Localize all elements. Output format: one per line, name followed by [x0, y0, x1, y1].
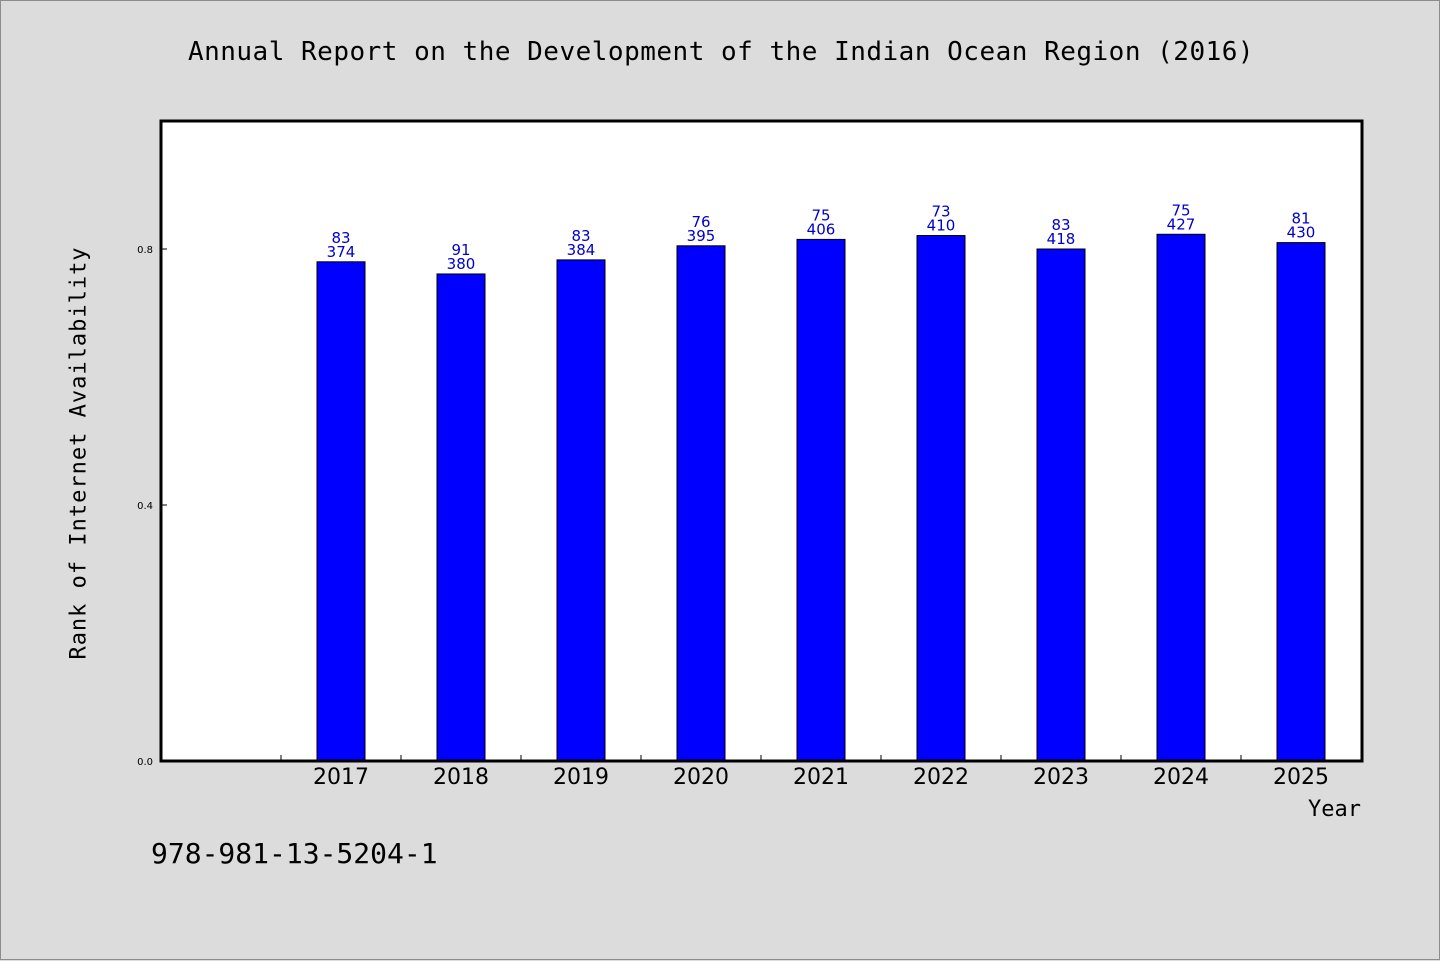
bar-label-top-2023: 83 — [1051, 216, 1070, 234]
bar-2019 — [556, 259, 606, 762]
bar-2018 — [436, 273, 486, 762]
bar-label-bottom-2021: 406 — [807, 220, 836, 238]
bar-label-top-2022: 73 — [931, 203, 950, 221]
y-tick-label-1: 0.4 — [137, 501, 153, 512]
bar-label-top-2024: 75 — [1171, 201, 1190, 219]
bar-2017 — [316, 261, 366, 762]
bar-label-top-2020: 76 — [691, 213, 710, 231]
x-tick-label-2022: 2022 — [913, 765, 969, 790]
bar-label-bottom-2022: 410 — [927, 217, 956, 235]
bar-label-top-2025: 81 — [1291, 210, 1310, 228]
bar-2024 — [1156, 233, 1206, 762]
x-tick-label-2020: 2020 — [673, 765, 729, 790]
bar-label-bottom-2024: 427 — [1167, 215, 1196, 233]
bar-label-bottom-2017: 374 — [327, 243, 356, 261]
bar-2023 — [1036, 248, 1086, 762]
x-tick-label-2017: 2017 — [313, 765, 369, 790]
plot-border — [159, 119, 1364, 763]
x-tick-label-2018: 2018 — [433, 765, 489, 790]
bar-label-bottom-2023: 418 — [1047, 230, 1076, 248]
bar-label-bottom-2025: 430 — [1287, 224, 1316, 242]
bar-label-top-2018: 91 — [451, 241, 470, 259]
bar-label-bottom-2019: 384 — [567, 241, 596, 259]
bar-label-top-2021: 75 — [811, 206, 830, 224]
bar-2025 — [1276, 242, 1326, 762]
x-tick-label-2019: 2019 — [553, 765, 609, 790]
bar-label-top-2019: 83 — [571, 227, 590, 245]
x-tick-label-2024: 2024 — [1153, 765, 1209, 790]
bar-2020 — [676, 245, 726, 762]
bar-label-bottom-2018: 380 — [447, 255, 476, 273]
y-tick-label-2: 0.8 — [137, 245, 153, 256]
x-tick-label-2021: 2021 — [793, 765, 849, 790]
bar-2022 — [916, 235, 966, 762]
bar-label-top-2017: 83 — [331, 229, 350, 247]
bar-2021 — [796, 238, 846, 762]
x-tick-label-2025: 2025 — [1273, 765, 1329, 790]
y-tick-label-0: 0.0 — [137, 757, 153, 768]
isbn-footer: 978-981-13-5204-1 — [151, 837, 438, 870]
chart-title: Annual Report on the Development of the … — [187, 37, 1255, 67]
x-axis-label: Year — [1308, 797, 1361, 822]
x-tick-label-2023: 2023 — [1033, 765, 1089, 790]
bar-label-bottom-2020: 395 — [687, 227, 716, 245]
